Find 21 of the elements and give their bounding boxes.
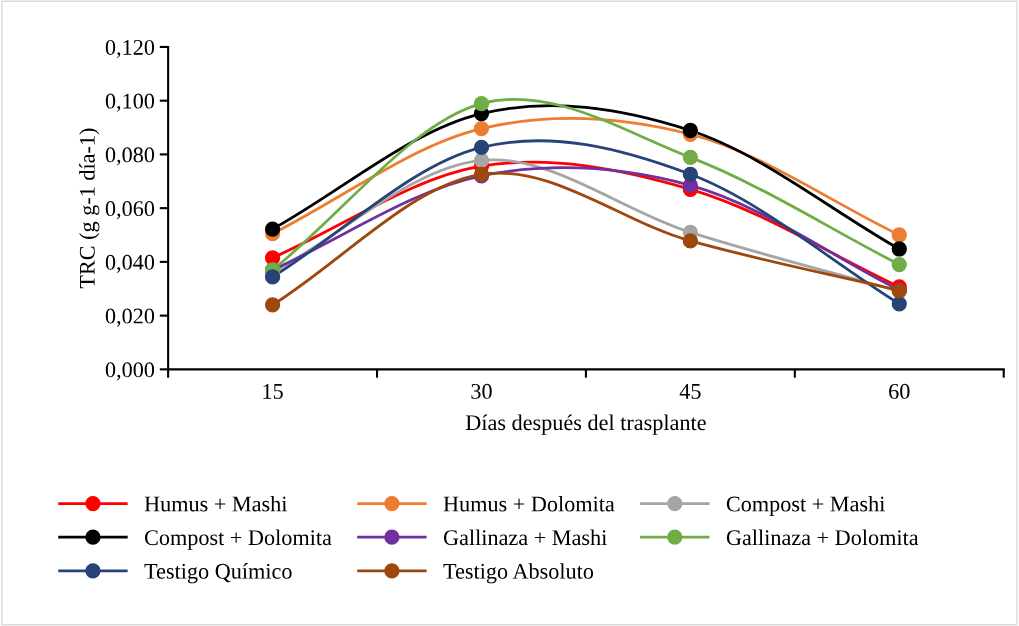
y-tick-label: 0,040 xyxy=(105,254,155,273)
x-axis-title: Días después del trasplante xyxy=(465,414,706,435)
y-tick-label: 0,080 xyxy=(105,147,155,166)
legend-label: Testigo Químico xyxy=(144,563,292,584)
legend-label: Humus + Mashi xyxy=(144,495,288,512)
legend-label: Gallinaza + Mashi xyxy=(443,529,607,546)
x-tick-label: 30 xyxy=(471,383,492,399)
x-tick-label: 45 xyxy=(679,384,701,399)
y-tick-label: 0,100 xyxy=(105,93,155,112)
legend-label: Compost + Mashi xyxy=(726,495,885,517)
y-tick-label: 0,020 xyxy=(105,308,155,327)
y-axis-title: TRC (g g-1 día-1) xyxy=(79,128,100,289)
y-tick-label: 0,000 xyxy=(105,362,155,381)
legend-label: Compost + Dolomita xyxy=(144,529,332,550)
legend-label: Testigo Absoluto xyxy=(443,563,594,584)
x-tick-label: 15 xyxy=(263,383,283,399)
y-tick-label: 0,120 xyxy=(105,39,155,59)
x-tick-label: 60 xyxy=(889,383,910,399)
y-tick-label: 0,060 xyxy=(105,201,155,220)
legend-label: Gallinaza + Dolomita xyxy=(726,529,919,546)
legend-label: Humus + Dolomita xyxy=(443,495,615,512)
